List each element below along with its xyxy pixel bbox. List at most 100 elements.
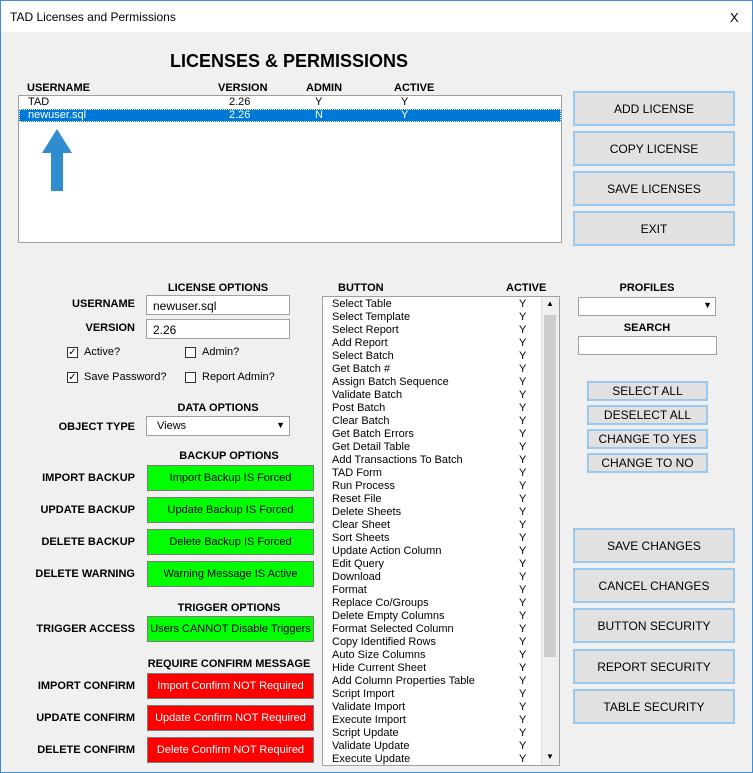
action-button[interactable]: SAVE CHANGES (573, 528, 735, 563)
section-title: REQUIRE CONFIRM MESSAGE (147, 658, 311, 670)
action-button[interactable]: REPORT SECURITY (573, 649, 735, 684)
list-item[interactable]: Get Batch Errors (332, 428, 414, 440)
list-value: Y (519, 740, 527, 752)
selection-button[interactable]: CHANGE TO NO (587, 453, 708, 473)
option-button[interactable]: Delete Backup IS Forced (147, 529, 314, 555)
action-button[interactable]: SAVE LICENSES (573, 171, 735, 206)
section-title: TRIGGER OPTIONS (177, 602, 281, 614)
checkbox-label: Save Password? (84, 371, 167, 383)
list-item[interactable]: Execute Import (332, 714, 406, 726)
license-row[interactable]: newuser.sql 2.26 N Y (19, 109, 561, 122)
action-button[interactable]: COPY LICENSE (573, 131, 735, 166)
list-item[interactable]: Select Batch (332, 350, 394, 362)
checkbox[interactable]: ✓ (67, 372, 78, 383)
list-item[interactable]: Replace Co/Groups (332, 597, 429, 609)
profiles-select[interactable]: ▼ (578, 297, 716, 316)
arrow-icon (42, 129, 72, 191)
list-item[interactable]: Assign Batch Sequence (332, 376, 449, 388)
list-item[interactable]: Select Template (332, 311, 411, 323)
list-value: Y (519, 636, 527, 648)
option-button[interactable]: Update Backup IS Forced (147, 497, 314, 523)
action-button[interactable]: CANCEL CHANGES (573, 568, 735, 603)
list-item[interactable]: Sort Sheets (332, 532, 390, 544)
option-label: TRIGGER ACCESS (36, 623, 135, 635)
option-button[interactable]: Users CANNOT Disable Triggers (147, 616, 314, 642)
selection-button[interactable]: CHANGE TO YES (587, 429, 708, 449)
checkbox[interactable]: ✓ (67, 347, 78, 358)
list-item[interactable]: Edit Query (332, 558, 384, 570)
scrollbar[interactable]: ▲ ▼ (541, 297, 559, 765)
option-button[interactable]: Update Confirm NOT Required (147, 705, 314, 731)
license-cell: TAD (28, 96, 50, 108)
scroll-up[interactable]: ▲ (546, 299, 554, 308)
checkbox[interactable] (185, 372, 196, 383)
list-value: Y (519, 298, 527, 310)
list-item[interactable]: Clear Sheet (332, 519, 391, 531)
list-item[interactable]: Format Selected Column (332, 623, 454, 635)
selection-button[interactable]: DESELECT ALL (587, 405, 708, 425)
list-item[interactable]: Add Transactions To Batch (332, 454, 463, 466)
list-item[interactable]: Execute Update (332, 753, 411, 765)
action-button[interactable]: BUTTON SECURITY (573, 608, 735, 643)
license-cell: Y (315, 96, 323, 108)
list-item[interactable]: TAD Form (332, 467, 382, 479)
close-button[interactable]: X (730, 10, 739, 25)
list-value: Y (519, 545, 527, 557)
list-item[interactable]: Delete Empty Columns (332, 610, 445, 622)
option-button[interactable]: Warning Message IS Active (147, 561, 314, 587)
search-input[interactable] (578, 336, 717, 355)
list-item[interactable]: Clear Batch (332, 415, 390, 427)
option-button[interactable]: Import Backup IS Forced (147, 465, 314, 491)
list-item[interactable]: Download (332, 571, 381, 583)
license-cell: 2.26 (229, 96, 251, 108)
option-label: DELETE BACKUP (41, 536, 135, 548)
scroll-thumb[interactable] (544, 315, 556, 657)
option-button[interactable]: Delete Confirm NOT Required (147, 737, 314, 763)
version-input[interactable]: 2.26 (146, 319, 290, 339)
checkbox[interactable] (185, 347, 196, 358)
list-item[interactable]: Validate Import (332, 701, 406, 713)
option-button[interactable]: Import Confirm NOT Required (147, 673, 314, 699)
section-title: LICENSE OPTIONS (167, 282, 269, 294)
list-item[interactable]: Copy Identified Rows (332, 636, 436, 648)
list-item[interactable]: Delete Sheets (332, 506, 402, 518)
action-button[interactable]: TABLE SECURITY (573, 689, 735, 724)
license-row[interactable]: TAD 2.26 Y Y (19, 96, 561, 109)
list-item[interactable]: Post Batch (332, 402, 386, 414)
object-type-select[interactable]: Views ▼ (146, 416, 290, 436)
list-item[interactable]: Add Column Properties Table (332, 675, 475, 687)
list-item[interactable]: Select Report (332, 324, 399, 336)
selection-button[interactable]: SELECT ALL (587, 381, 708, 401)
list-item[interactable]: Format (332, 584, 367, 596)
license-cell: Y (401, 96, 409, 108)
list-item[interactable]: Select Table (332, 298, 392, 310)
list-item[interactable]: Add Report (332, 337, 388, 349)
action-button[interactable]: EXIT (573, 211, 735, 246)
list-value: Y (519, 597, 527, 609)
list-item[interactable]: Auto Size Columns (332, 649, 426, 661)
title-bar: TAD Licenses and Permissions X (1, 1, 752, 32)
list-value: Y (519, 311, 527, 323)
list-item[interactable]: Get Detail Table (332, 441, 411, 453)
action-button[interactable]: ADD LICENSE (573, 91, 735, 126)
option-label: IMPORT BACKUP (42, 472, 135, 484)
list-value: Y (519, 701, 527, 713)
list-item[interactable]: Run Process (332, 480, 395, 492)
list-item[interactable]: Script Import (332, 688, 395, 700)
list-item[interactable]: Validate Update (332, 740, 410, 752)
list-item[interactable]: Get Batch # (332, 363, 391, 375)
checkbox-label: Report Admin? (202, 371, 275, 383)
list-value: Y (519, 506, 527, 518)
username-input[interactable]: newuser.sql (146, 295, 290, 315)
list-item[interactable]: Hide Current Sheet (332, 662, 427, 674)
heading: LICENSES & PERMISSIONS (169, 51, 409, 71)
list-value: Y (519, 649, 527, 661)
option-label: UPDATE BACKUP (40, 504, 135, 516)
list-item[interactable]: Validate Batch (332, 389, 403, 401)
list-item[interactable]: Reset File (332, 493, 382, 505)
list-item[interactable]: Update Action Column (332, 545, 442, 557)
button-list[interactable]: ▲ ▼ Select Table Y Select Template Y Select … (322, 296, 560, 766)
scroll-down[interactable]: ▼ (546, 752, 554, 761)
list-item[interactable]: Script Update (332, 727, 399, 739)
